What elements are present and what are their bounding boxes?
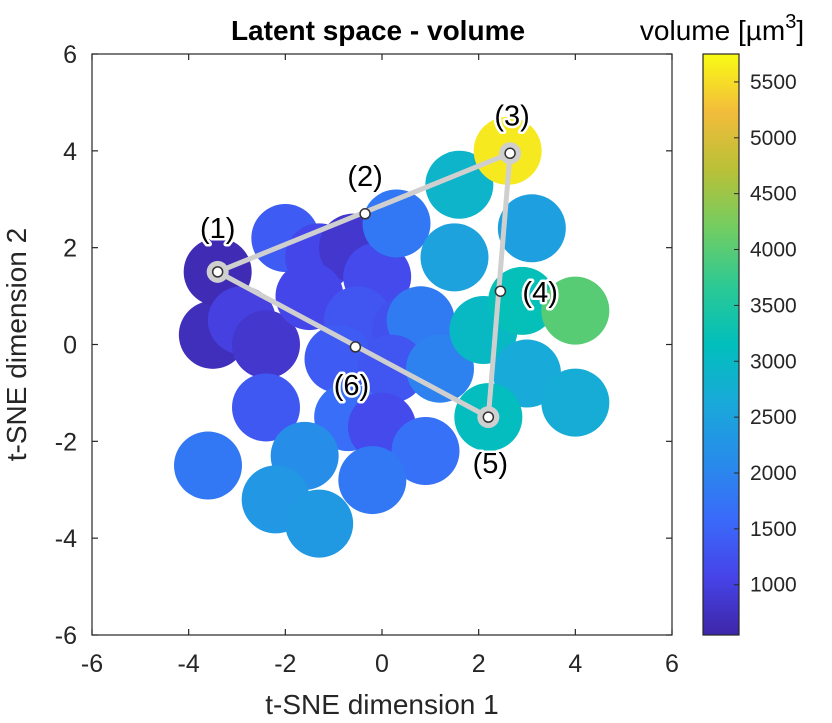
- x-tick-label: -2: [274, 650, 296, 678]
- colorbar-tick-label: 2500: [750, 406, 797, 429]
- path-node-marker: [482, 411, 495, 423]
- y-tick-label: 0: [63, 332, 77, 360]
- scatter-point: [357, 334, 426, 403]
- y-axis-ticks: -6 -4 -2 0 2 4 6: [55, 41, 672, 650]
- path-node-marker: [211, 266, 224, 278]
- path-node-label: (1): [200, 213, 235, 245]
- path-node-marker: [504, 147, 516, 160]
- y-axis-label: t-SNE dimension 2: [1, 228, 32, 461]
- x-tick-label: -6: [81, 650, 103, 678]
- x-tick-label: 0: [375, 650, 389, 678]
- colorbar-title-text: volume [µm: [640, 15, 785, 46]
- scatter-point: [541, 368, 610, 437]
- path-node-label: (4): [522, 277, 557, 309]
- x-tick-label: 4: [568, 650, 582, 678]
- path-node-marker: [494, 285, 507, 297]
- path-node-label: (3): [494, 100, 529, 132]
- axes-frame: [91, 53, 673, 636]
- scatter-point: [232, 373, 300, 442]
- path-node-marker: [359, 208, 371, 220]
- scatter-point: [174, 431, 242, 500]
- x-tick-label: -4: [178, 650, 200, 678]
- scatter-point: [497, 194, 566, 263]
- y-tick-label: -6: [55, 622, 77, 650]
- x-axis-label: t-SNE dimension 1: [265, 689, 498, 720]
- interpolation-path: [206, 142, 522, 429]
- y-tick-label: -4: [55, 525, 77, 553]
- y-tick-label: 2: [63, 235, 77, 263]
- colorbar-tick-label: 1000: [750, 574, 797, 597]
- colorbar-tick-label: 5000: [750, 127, 797, 150]
- y-tick-label: 4: [63, 138, 77, 166]
- colorbar-title-superscript: 3: [785, 11, 796, 33]
- colorbar-tick-label: 3500: [750, 294, 797, 317]
- path-node-label: (5): [473, 448, 508, 480]
- y-tick-label: 6: [63, 41, 77, 69]
- path-node-labels: (1) (2) (3) (4) (5) (6): [197, 98, 560, 483]
- scatter-points: [174, 116, 610, 558]
- colorbar-tick-label: 5500: [750, 71, 797, 94]
- chart-title: Latent space - volume: [231, 15, 525, 46]
- scatter-point: [338, 446, 407, 515]
- scatter-point: [541, 276, 610, 345]
- path-node-label: (2): [347, 161, 382, 193]
- y-tick-label: -2: [55, 428, 77, 456]
- x-tick-label: 6: [665, 650, 679, 678]
- path-node-marker: [349, 341, 362, 353]
- scatter-point: [391, 417, 460, 486]
- colorbar-gradient: [702, 53, 740, 636]
- path-segment: [485, 150, 513, 420]
- colorbar: 1000 1500 2000 2500 3000 3500 4000 4500 5000 5500…: [640, 11, 804, 636]
- colorbar-tick-label: 2000: [750, 462, 797, 485]
- scatter-point: [488, 266, 557, 335]
- scatter-point: [232, 310, 300, 379]
- colorbar-tick-label: 4500: [750, 183, 797, 206]
- scatter-point: [420, 223, 489, 292]
- colorbar-title: volume [µm3]: [640, 11, 804, 46]
- colorbar-tick-label: 1500: [750, 518, 797, 541]
- x-tick-label: 2: [472, 650, 486, 678]
- colorbar-title-suffix: ]: [796, 15, 804, 46]
- path-node-label: (6): [334, 370, 369, 402]
- plot-area: (1) (2) (3) (4) (5) (6): [174, 98, 610, 558]
- scatter-point: [285, 489, 354, 558]
- colorbar-tick-label: 4000: [750, 239, 797, 262]
- colorbar-ticks: 1000 1500 2000 2500 3000 3500 4000 4500 5000 5500: [734, 71, 797, 597]
- scatter-point: [406, 334, 474, 403]
- colorbar-tick-label: 3000: [750, 350, 797, 373]
